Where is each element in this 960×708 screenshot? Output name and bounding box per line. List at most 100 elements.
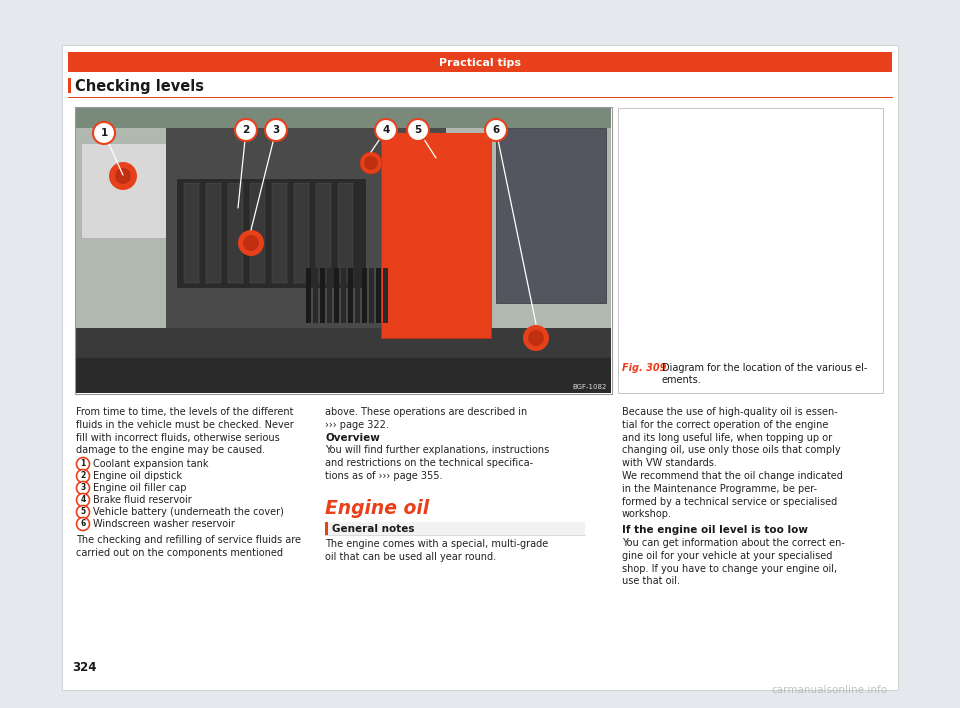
Text: Practical tips: Practical tips xyxy=(439,58,521,68)
Bar xyxy=(618,108,883,393)
Bar xyxy=(386,133,486,148)
Bar xyxy=(369,268,374,323)
Bar xyxy=(76,358,611,393)
Bar xyxy=(320,268,325,323)
Bar xyxy=(62,45,898,690)
Text: The checking and refilling of service fluids are
carried out on the components m: The checking and refilling of service fl… xyxy=(76,535,301,558)
Text: 2: 2 xyxy=(81,472,85,481)
Circle shape xyxy=(238,230,264,256)
Bar xyxy=(325,522,327,535)
Text: Windscreen washer reservoir: Windscreen washer reservoir xyxy=(93,519,235,529)
Bar xyxy=(376,268,381,323)
Text: The engine comes with a special, multi-grade
oil that can be used all year round: The engine comes with a special, multi-g… xyxy=(325,539,548,562)
Text: Engine oil dipstick: Engine oil dipstick xyxy=(93,471,182,481)
Text: BGF-1082: BGF-1082 xyxy=(572,384,607,390)
Bar xyxy=(341,268,346,323)
Text: Fig. 309: Fig. 309 xyxy=(622,363,666,373)
Bar xyxy=(81,143,166,238)
Text: You will find further explanations, instructions
and restrictions on the technic: You will find further explanations, inst… xyxy=(325,445,549,481)
Bar xyxy=(316,183,331,283)
Bar xyxy=(68,52,892,72)
Circle shape xyxy=(77,493,89,506)
Circle shape xyxy=(375,119,397,141)
Bar xyxy=(228,183,243,283)
Bar xyxy=(381,138,491,338)
Circle shape xyxy=(93,122,115,144)
Text: 1: 1 xyxy=(81,459,85,469)
Circle shape xyxy=(523,325,549,351)
Text: 2: 2 xyxy=(242,125,250,135)
Circle shape xyxy=(77,518,89,530)
Circle shape xyxy=(528,330,544,346)
Text: Overview: Overview xyxy=(325,433,380,443)
Text: 4: 4 xyxy=(81,496,85,505)
Circle shape xyxy=(109,162,137,190)
Circle shape xyxy=(77,457,89,471)
Circle shape xyxy=(243,235,259,251)
Bar xyxy=(320,268,325,323)
Text: Checking levels: Checking levels xyxy=(75,79,204,94)
Bar xyxy=(313,268,318,323)
Bar xyxy=(325,522,585,535)
Bar xyxy=(206,183,221,283)
Bar xyxy=(362,268,367,323)
Bar xyxy=(166,128,446,348)
Text: carmanualsonline.info: carmanualsonline.info xyxy=(772,685,888,695)
Text: 6: 6 xyxy=(81,520,85,528)
Text: Because the use of high-quality oil is essen-
tial for the correct operation of : Because the use of high-quality oil is e… xyxy=(622,407,841,468)
Bar xyxy=(338,183,353,283)
Circle shape xyxy=(265,119,287,141)
Bar xyxy=(334,268,339,323)
Text: You can get information about the correct en-
gine oil for your vehicle at your : You can get information about the correc… xyxy=(622,538,845,586)
Bar xyxy=(376,268,381,323)
Bar xyxy=(348,268,353,323)
Bar xyxy=(76,108,611,128)
Text: 3: 3 xyxy=(273,125,279,135)
Bar xyxy=(294,183,309,283)
Bar xyxy=(362,268,367,323)
Text: 6: 6 xyxy=(492,125,499,135)
Text: 4: 4 xyxy=(382,125,390,135)
Bar xyxy=(306,268,311,323)
Bar xyxy=(176,178,366,288)
Text: General notes: General notes xyxy=(332,523,415,534)
Bar xyxy=(327,268,332,323)
Text: 3: 3 xyxy=(81,484,85,493)
Text: Engine oil filler cap: Engine oil filler cap xyxy=(93,483,186,493)
Bar xyxy=(75,107,612,394)
Bar xyxy=(355,268,360,323)
Bar xyxy=(334,268,339,323)
Bar xyxy=(76,108,611,393)
Circle shape xyxy=(360,152,382,174)
Text: Brake fluid reservoir: Brake fluid reservoir xyxy=(93,495,192,505)
Text: 1: 1 xyxy=(101,128,108,138)
Circle shape xyxy=(485,119,507,141)
Text: Coolant expansion tank: Coolant expansion tank xyxy=(93,459,208,469)
Text: If the engine oil level is too low: If the engine oil level is too low xyxy=(622,525,808,535)
Text: Diagram for the location of the various el-
ements.: Diagram for the location of the various … xyxy=(662,363,868,384)
Circle shape xyxy=(77,469,89,482)
Bar xyxy=(348,268,353,323)
Text: 5: 5 xyxy=(81,508,85,517)
Text: Vehicle battery (underneath the cover): Vehicle battery (underneath the cover) xyxy=(93,507,284,517)
Text: Engine oil: Engine oil xyxy=(325,499,429,518)
Bar xyxy=(250,183,265,283)
Bar xyxy=(306,268,311,323)
Text: From time to time, the levels of the different
fluids in the vehicle must be che: From time to time, the levels of the dif… xyxy=(76,407,294,455)
Bar xyxy=(76,328,611,393)
Circle shape xyxy=(407,119,429,141)
Bar xyxy=(496,128,606,303)
Bar xyxy=(272,183,287,283)
Circle shape xyxy=(235,119,257,141)
Text: We recommend that the oil change indicated
in the Maintenance Programme, be per-: We recommend that the oil change indicat… xyxy=(622,471,843,520)
Text: above. These operations are described in
››› page 322.: above. These operations are described in… xyxy=(325,407,527,430)
Circle shape xyxy=(115,168,131,184)
Bar xyxy=(383,268,388,323)
Text: 5: 5 xyxy=(415,125,421,135)
Circle shape xyxy=(77,481,89,494)
Circle shape xyxy=(364,156,378,170)
Bar xyxy=(68,78,71,93)
Bar xyxy=(184,183,199,283)
Circle shape xyxy=(77,506,89,518)
Text: 324: 324 xyxy=(72,661,97,674)
